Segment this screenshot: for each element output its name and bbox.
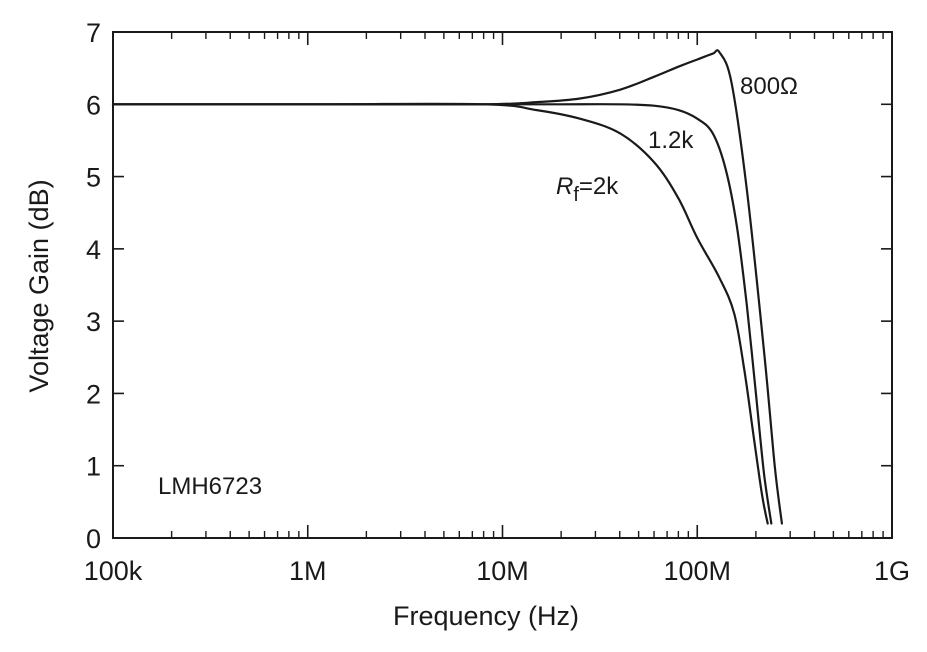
series-line — [111, 102, 769, 525]
y-tick-label: 5 — [86, 163, 101, 193]
series-label-1k2: 1.2k — [648, 127, 694, 154]
series-group — [111, 49, 783, 525]
x-tick-label: 10M — [476, 556, 529, 586]
y-tick-label: 4 — [86, 235, 101, 265]
series-label-2k-subscript: f — [573, 184, 579, 206]
x-axis-title: Frequency (Hz) — [393, 601, 579, 631]
device-label: LMH6723 — [158, 473, 262, 500]
series-label-2k-value: =2k — [579, 173, 619, 200]
y-tick-label: 2 — [86, 379, 101, 409]
x-tick-label: 1G — [874, 556, 910, 586]
x-axis-ticks: 100k 1M 10M 100M 1G — [84, 32, 910, 586]
series-line — [111, 49, 783, 525]
x-tick-label: 1M — [289, 556, 327, 586]
x-tick-label: 100k — [84, 556, 143, 586]
y-axis-title: Voltage Gain (dB) — [24, 179, 54, 392]
series-label-2k-symbol: R — [556, 173, 573, 200]
series-line — [111, 103, 773, 525]
y-axis-ticks: 0 1 2 3 4 5 6 7 — [86, 18, 892, 554]
y-tick-label: 7 — [86, 18, 101, 48]
series-label-800-ohm: 800Ω — [740, 73, 798, 100]
x-tick-label: 100M — [663, 556, 731, 586]
y-tick-label: 3 — [86, 307, 101, 337]
y-tick-label: 6 — [86, 90, 101, 120]
y-tick-label: 1 — [86, 452, 101, 482]
y-tick-label: 0 — [86, 524, 101, 554]
series-label-2k: Rf=2k — [556, 173, 619, 206]
